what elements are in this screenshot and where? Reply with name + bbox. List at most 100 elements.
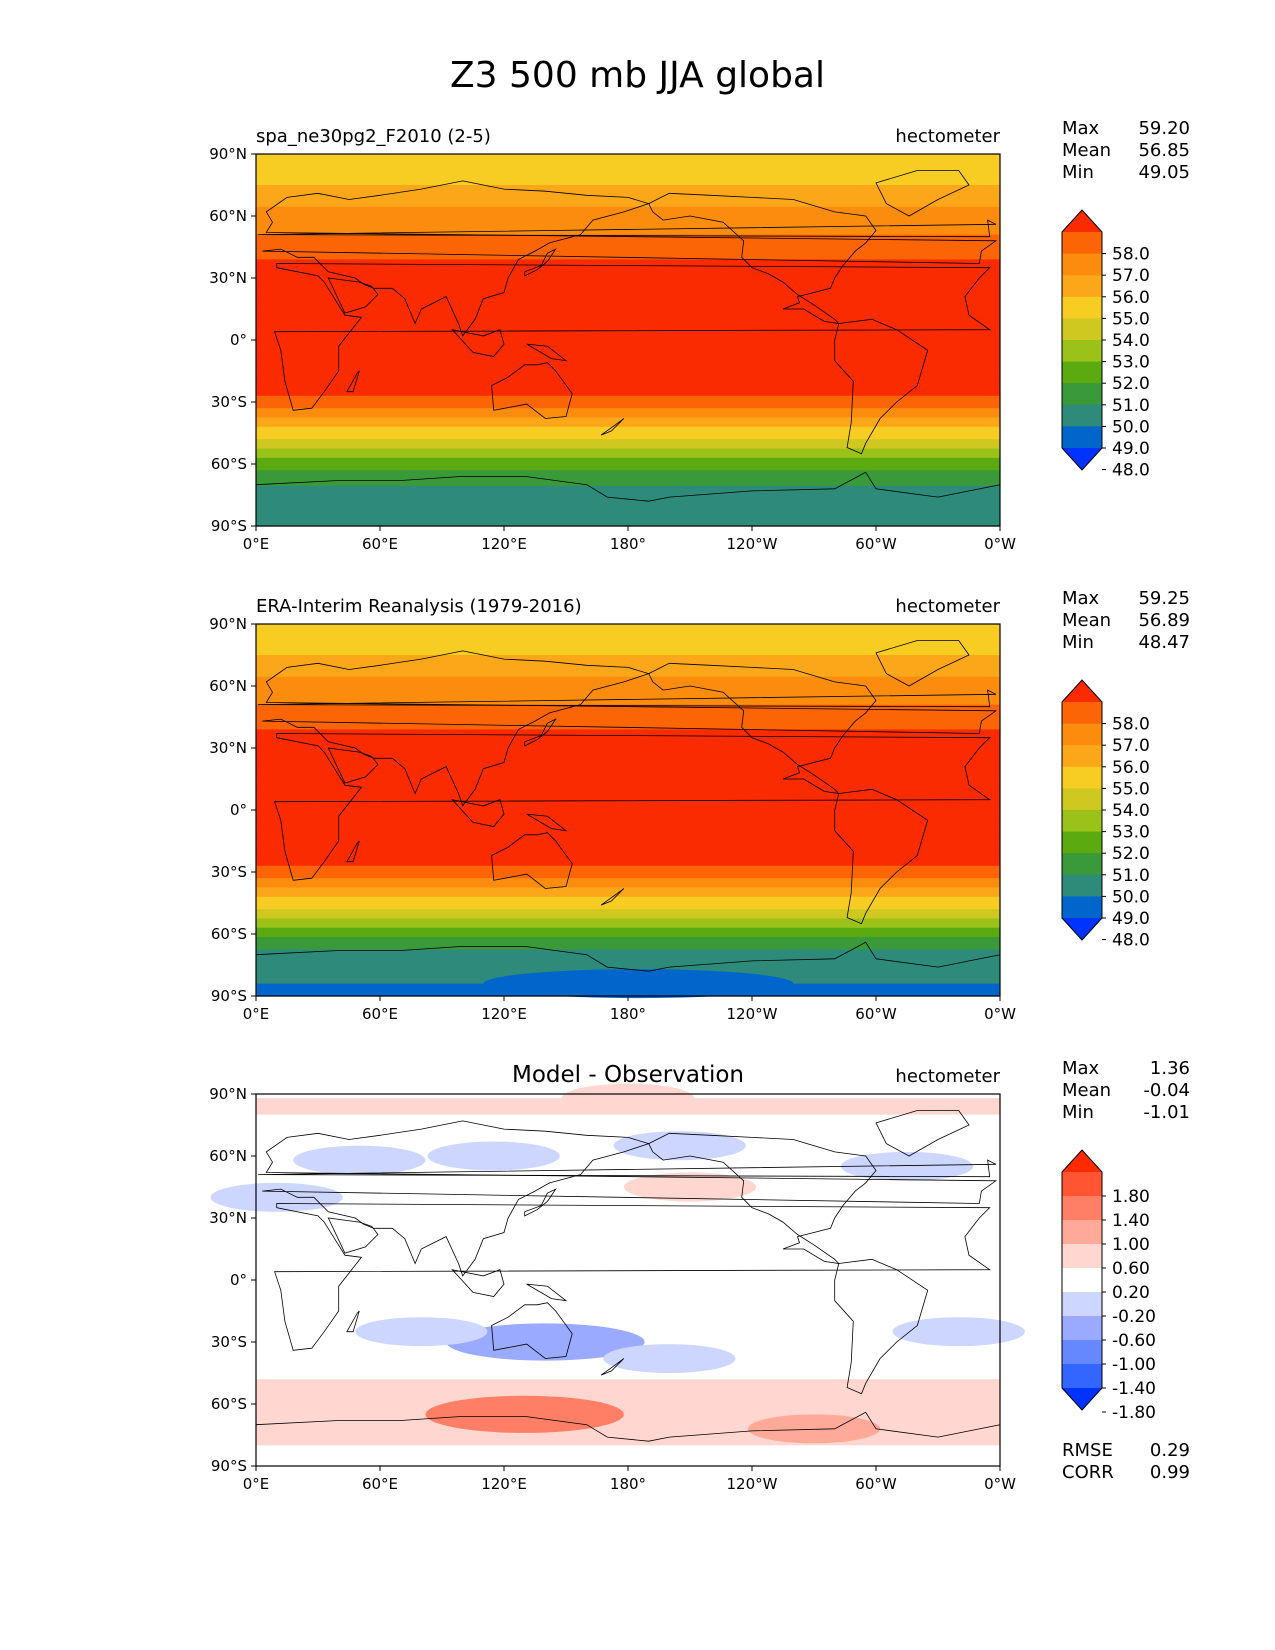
coastline-4 <box>834 1258 929 1395</box>
coastline-8 <box>451 799 505 827</box>
field-band <box>256 408 1000 412</box>
colorbar-tick-label: 1.40 <box>1112 1211 1150 1231</box>
field-band <box>256 247 1000 251</box>
coastline-9 <box>526 1283 568 1302</box>
panel-units: hectometer <box>895 596 1000 617</box>
field-band <box>256 692 1000 696</box>
colorbar-segment <box>1062 1316 1102 1341</box>
y-tick-label: 90°N <box>209 145 247 163</box>
field-band <box>256 915 1000 920</box>
colorbar-extend-bottom <box>1062 448 1102 470</box>
coastline-5 <box>491 362 573 419</box>
field-band <box>256 927 1000 932</box>
y-tick-label: 30°S <box>211 1333 247 1351</box>
map-panel-diff: 0°E 60°E 120°E 180° 120°W 60°W 0°W 90°N 60°N 30°N… <box>209 1062 1156 1493</box>
x-tick-label: 0°W <box>984 1005 1016 1023</box>
colorbar-tick-label: 54.0 <box>1112 331 1150 351</box>
coastline-13 <box>600 418 625 436</box>
field-band <box>256 906 1000 910</box>
field-band <box>256 281 1000 285</box>
field-band <box>256 166 1000 171</box>
field-band <box>256 651 1000 656</box>
x-tick-label: 120°W <box>727 1005 778 1023</box>
field-band <box>256 859 1000 864</box>
rmse-label: RMSE <box>1062 1440 1113 1461</box>
colorbar-segment <box>1062 1244 1102 1269</box>
colorbar-segment <box>1062 810 1102 833</box>
field-band <box>256 188 1000 192</box>
x-tick-label: 180° <box>610 1005 646 1023</box>
field-band <box>256 371 1000 375</box>
colorbar-tick-label: 1.00 <box>1112 1235 1150 1255</box>
field-band <box>256 495 1000 499</box>
diff-anomaly-0 <box>293 1145 426 1175</box>
field-band <box>256 250 1000 254</box>
colorbar-extend-bottom <box>1062 1388 1102 1410</box>
coastline-13 <box>600 1358 625 1376</box>
field-band <box>256 766 1000 771</box>
stat-min-label: Min <box>1062 1102 1094 1123</box>
field-band <box>256 330 1000 335</box>
coastline-4 <box>834 788 929 925</box>
coastline-10 <box>524 248 557 277</box>
stat-min: -1.01 <box>1143 1102 1190 1123</box>
field-band <box>256 457 1000 462</box>
field-band <box>256 445 1000 450</box>
field-band <box>256 290 1000 295</box>
field-band <box>256 476 1000 481</box>
field-band <box>256 259 1000 264</box>
colorbar-tick-label: 50.0 <box>1112 887 1150 907</box>
colorbar-segment <box>1062 318 1102 341</box>
field-band <box>256 380 1000 384</box>
field-band <box>256 785 1000 789</box>
colorbar-segment <box>1062 1340 1102 1365</box>
colorbar-segment <box>1062 853 1102 876</box>
field-band <box>256 788 1000 792</box>
field-band <box>256 946 1000 951</box>
colorbar-segment <box>1062 788 1102 811</box>
figure-title: Z3 500 mb JJA global <box>450 55 825 96</box>
field-band <box>256 209 1000 214</box>
y-tick-label: 0° <box>230 1271 247 1289</box>
colorbar-tick-label: 50.0 <box>1112 417 1150 437</box>
field-band <box>256 367 1000 372</box>
field-band <box>256 943 1000 947</box>
field-band <box>256 507 1000 512</box>
field-band <box>256 448 1000 453</box>
field-band <box>256 816 1000 820</box>
field-band <box>256 655 1000 659</box>
field-band <box>256 682 1000 687</box>
stat-mean-label: Mean <box>1062 1080 1112 1101</box>
field-band <box>256 274 1000 279</box>
colorbar: 1.80 1.40 1.00 0.60 0.20 -0.20 -0.60 -1.00 -1.40… <box>1061 1149 1156 1423</box>
colorbar-tick-label: 53.0 <box>1112 353 1150 373</box>
field-band <box>256 689 1000 693</box>
field-band <box>256 467 1000 471</box>
field-band <box>256 952 1000 957</box>
field-band <box>256 720 1000 724</box>
field-band <box>256 473 1000 477</box>
colorbar-tick-label: 56.0 <box>1112 288 1150 308</box>
stat-max: 1.36 <box>1149 1058 1190 1079</box>
colorbar-segment <box>1062 766 1102 789</box>
field-band <box>256 501 1000 505</box>
map-panel-model: 0°E 60°E 120°E 180° 120°W 60°W 0°W 90°N 60°N 30°N… <box>209 126 1150 553</box>
stat-min: 48.47 <box>1138 632 1190 653</box>
field-band <box>256 429 1000 434</box>
colorbar-tick-label: -1.00 <box>1112 1355 1156 1375</box>
field-band <box>256 884 1000 889</box>
field-band <box>256 299 1000 304</box>
field-band <box>256 163 1000 167</box>
field-band <box>256 402 1000 406</box>
x-tick-label: 60°W <box>855 535 897 553</box>
field-band <box>256 389 1000 394</box>
coastline-0 <box>274 263 991 411</box>
y-tick-label: 90°N <box>209 1085 247 1103</box>
field-band <box>256 831 1000 836</box>
x-tick-label: 180° <box>610 1475 646 1493</box>
coastline-12 <box>346 370 360 393</box>
diff-anomaly-9 <box>892 1317 1025 1347</box>
stat-max: 59.20 <box>1138 118 1190 139</box>
field-band <box>256 454 1000 459</box>
field-band <box>256 240 1000 245</box>
